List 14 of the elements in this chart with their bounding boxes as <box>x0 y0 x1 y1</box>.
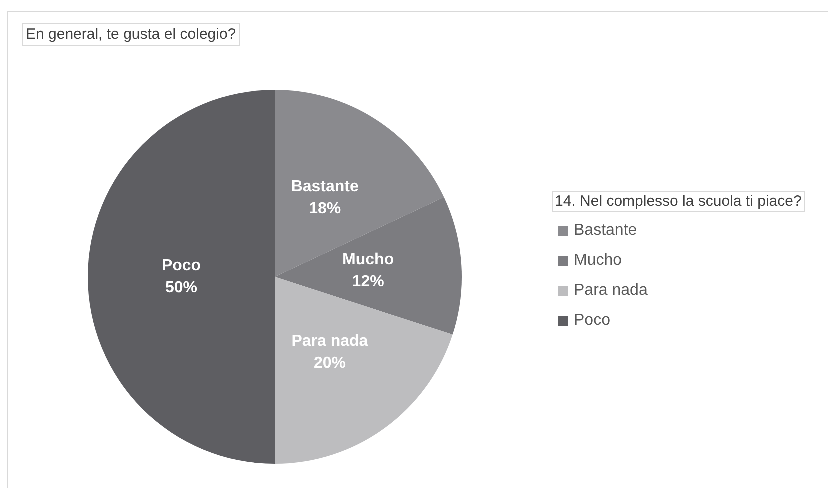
legend-label: Poco <box>574 312 610 330</box>
legend-label: Bastante <box>574 222 638 240</box>
data-label: 20% <box>314 355 346 372</box>
data-label: 18% <box>309 200 342 218</box>
legend-title: 14. Nel complesso la scuola ti piace? <box>552 191 805 212</box>
data-label: 50% <box>165 279 198 296</box>
chart-title: En general, te gusta el colegio? <box>22 23 240 46</box>
slice-label: Bastante <box>291 178 359 196</box>
data-label: 12% <box>352 274 384 291</box>
slice-label: Para nada <box>292 333 368 350</box>
legend-label: Para nada <box>574 282 648 300</box>
slice-label: Poco <box>162 257 202 274</box>
slice-label: Mucho <box>342 252 394 269</box>
legend-label: Mucho <box>574 252 622 270</box>
